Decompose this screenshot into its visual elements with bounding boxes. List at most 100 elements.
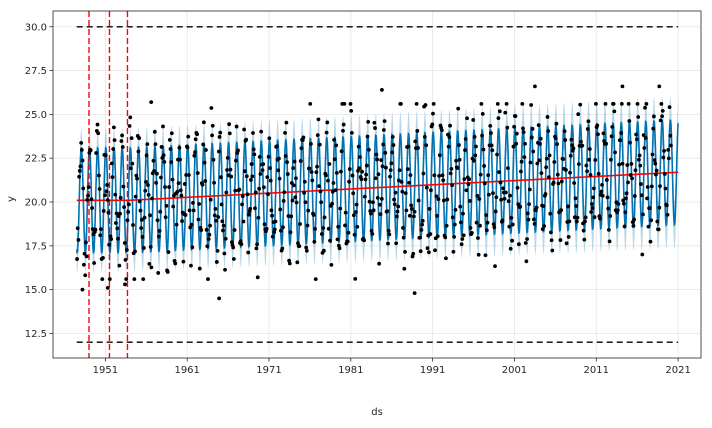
observed-point — [177, 145, 182, 150]
observed-point — [166, 250, 171, 254]
observed-point — [329, 262, 334, 267]
x-tick-label: 1951 — [93, 365, 118, 376]
observed-point — [321, 248, 326, 253]
observed-point — [407, 180, 412, 185]
observed-point — [644, 101, 649, 106]
observed-point — [478, 223, 482, 228]
observed-point — [388, 168, 393, 173]
observed-point — [456, 106, 461, 111]
observed-point — [625, 163, 630, 167]
observed-point — [518, 204, 523, 209]
observed-point — [257, 186, 262, 191]
observed-point — [395, 209, 400, 214]
observed-point — [412, 209, 417, 214]
observed-point — [414, 101, 419, 106]
observed-point — [314, 170, 319, 175]
observed-point — [242, 127, 247, 132]
observed-point — [465, 116, 469, 121]
observed-point — [186, 134, 191, 139]
observed-point — [658, 118, 663, 123]
observed-point — [486, 173, 491, 178]
observed-point — [374, 152, 379, 157]
observed-point — [367, 199, 372, 204]
observed-point — [437, 153, 442, 158]
observed-point — [416, 146, 420, 150]
observed-point — [107, 242, 112, 247]
observed-point — [458, 204, 463, 209]
observed-point — [491, 222, 496, 227]
observed-point — [531, 217, 536, 222]
observed-point — [583, 215, 588, 220]
observed-point — [266, 192, 270, 197]
observed-point — [283, 154, 288, 158]
observed-point — [107, 277, 112, 282]
observed-point — [151, 158, 156, 163]
y-tick-label: 27.5 — [25, 66, 47, 77]
observed-point — [203, 179, 208, 183]
observed-point — [663, 186, 668, 191]
observed-point — [328, 238, 332, 243]
observed-point — [321, 226, 326, 230]
observed-point — [568, 170, 572, 175]
observed-point — [474, 220, 479, 225]
observed-point — [372, 120, 377, 125]
observed-point — [463, 137, 468, 141]
observed-point — [506, 199, 511, 204]
observed-point — [448, 171, 453, 176]
observed-point — [404, 208, 409, 213]
observed-point — [482, 164, 487, 168]
observed-point — [574, 219, 579, 224]
observed-point — [297, 244, 302, 249]
observed-point — [627, 119, 632, 123]
y-tick-label: 20.0 — [25, 198, 47, 209]
observed-point — [225, 155, 230, 160]
observed-point — [455, 166, 460, 170]
observed-point — [382, 119, 387, 124]
observed-point — [583, 219, 587, 224]
observed-point — [441, 198, 446, 203]
observed-point — [212, 180, 217, 185]
observed-point — [394, 241, 399, 246]
observed-point — [668, 133, 673, 138]
observed-point — [505, 125, 510, 130]
observed-point — [210, 123, 215, 128]
observed-point — [636, 157, 641, 162]
observed-point — [183, 213, 188, 217]
observed-point — [601, 131, 606, 136]
observed-point — [173, 261, 178, 266]
observed-point — [318, 189, 323, 194]
observed-point — [441, 178, 446, 183]
observed-point — [415, 129, 420, 133]
observed-point — [319, 232, 324, 236]
observed-point — [105, 183, 109, 187]
observed-point — [535, 161, 540, 166]
y-axis-label: y — [6, 196, 17, 202]
observed-point — [215, 248, 220, 253]
observed-point — [651, 126, 656, 131]
observed-point — [426, 250, 431, 255]
observed-point — [178, 188, 183, 193]
observed-point — [253, 190, 258, 195]
observed-point — [406, 144, 411, 149]
observed-point — [648, 239, 653, 244]
observed-point — [124, 248, 129, 252]
observed-point — [631, 223, 636, 228]
observed-point — [155, 218, 160, 223]
observed-point — [652, 158, 657, 163]
observed-point — [621, 198, 626, 203]
observed-point — [624, 191, 629, 196]
observed-point — [217, 296, 221, 301]
observed-point — [233, 188, 238, 193]
observed-point — [79, 141, 84, 145]
observed-point — [310, 178, 315, 183]
observed-point — [567, 219, 572, 224]
observed-point — [433, 248, 437, 253]
observed-point — [523, 141, 527, 146]
observed-point — [245, 192, 250, 197]
observed-point — [521, 126, 525, 131]
y-axis-ticks: 12.5 15.0 17.5 20.0 22.5 25.0 27.5 30.0 — [25, 22, 53, 340]
observed-point — [619, 101, 624, 106]
observed-point — [660, 114, 664, 119]
observed-point — [550, 248, 555, 253]
observed-point — [122, 241, 127, 245]
